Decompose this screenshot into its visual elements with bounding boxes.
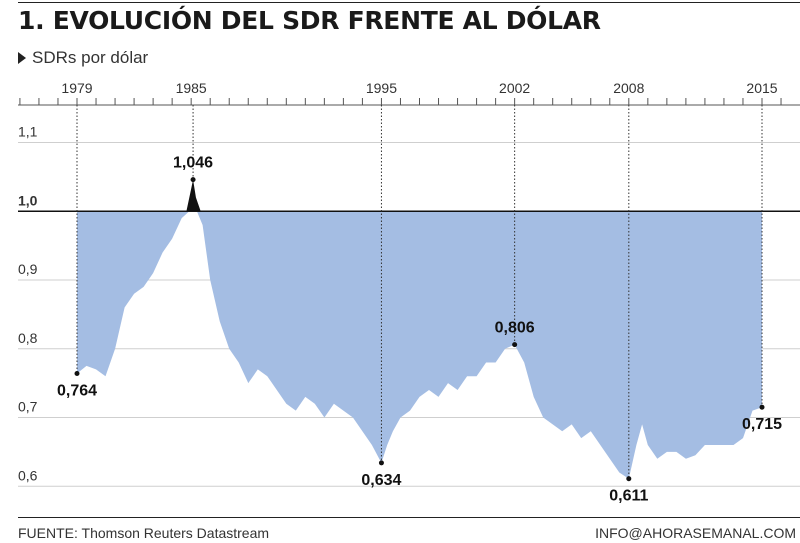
x-tick-label: 2002 — [499, 80, 530, 96]
y-tick-label: 0,6 — [18, 467, 38, 483]
annotation-label: 0,715 — [742, 416, 782, 433]
y-tick-label: 0,8 — [18, 330, 38, 346]
annotation-dot — [74, 371, 80, 376]
top-rule — [18, 2, 800, 3]
x-tick-label: 2015 — [746, 80, 777, 96]
y-tick-label: 0,7 — [18, 399, 38, 415]
chart-title: 1. EVOLUCIÓN DEL SDR FRENTE AL DÓLAR — [18, 6, 601, 35]
x-tick-label: 1979 — [61, 80, 92, 96]
annotation-label: 1,046 — [173, 155, 213, 172]
source-note: FUENTE: Thomson Reuters Datastream — [18, 525, 270, 541]
bottom-rule — [18, 517, 800, 518]
annotation-label: 0,806 — [495, 320, 535, 337]
x-tick-label: 1995 — [366, 80, 397, 96]
chart-subtitle: SDRs por dólar — [18, 48, 148, 68]
annotation-dot — [190, 177, 196, 183]
y-tick-label: 1,1 — [18, 124, 38, 140]
annotation-dot — [512, 342, 518, 348]
annotation-label: 0,611 — [609, 488, 648, 505]
above-baseline-area — [186, 179, 201, 212]
x-tick-label: 1985 — [176, 80, 207, 96]
y-tick-label: 0,9 — [18, 261, 38, 277]
annotation-label: 0,764 — [57, 383, 97, 400]
subtitle-text: SDRs por dólar — [32, 48, 149, 67]
annotation-dot — [759, 404, 765, 410]
x-tick-label: 2008 — [613, 80, 644, 96]
annotation-dot — [378, 460, 384, 466]
series-area — [77, 211, 762, 479]
annotation-label: 0,634 — [361, 472, 401, 489]
triangle-bullet-icon — [18, 52, 26, 64]
contact-email: INFO@AHORASEMANAL.COM — [595, 525, 796, 541]
y-tick-label: 1,0 — [18, 192, 38, 208]
annotation-dot — [626, 476, 632, 482]
